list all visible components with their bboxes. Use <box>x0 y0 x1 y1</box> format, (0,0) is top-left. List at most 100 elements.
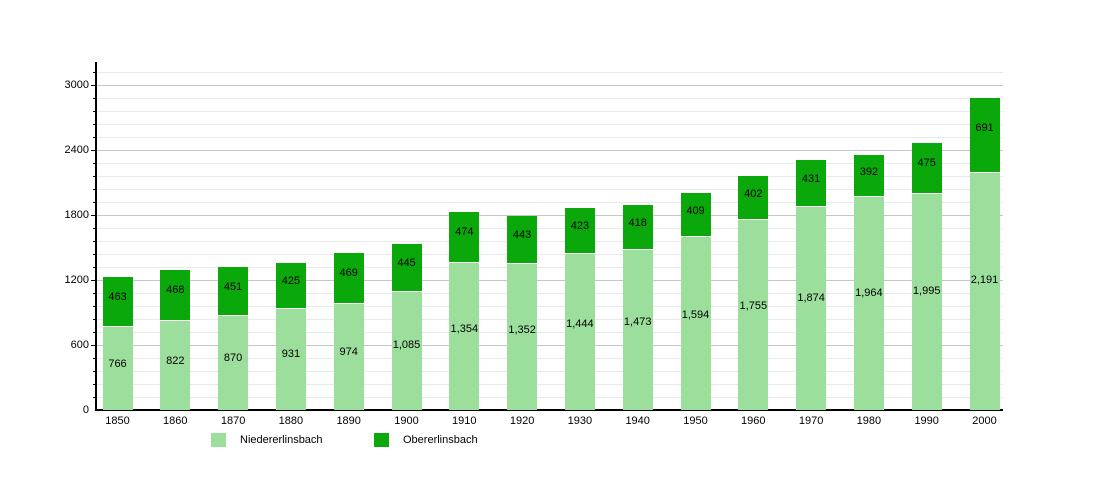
minor-gridline <box>97 241 1003 242</box>
bar-value-label: 691 <box>975 122 994 134</box>
bar-value-label: 1,594 <box>681 309 710 321</box>
bar-value-label: 468 <box>166 284 185 296</box>
bar-segment-obererlinsbach-1910: 474 <box>449 212 480 263</box>
x-axis-tick-label: 1910 <box>452 415 477 427</box>
x-axis-tick-label: 1960 <box>741 415 766 427</box>
minor-gridline <box>97 137 1003 138</box>
bar-segment-niedererlinsbach-1890: 974 <box>333 304 364 410</box>
minor-gridline <box>97 358 1003 359</box>
minor-gridline <box>97 163 1003 164</box>
bar-value-label: 409 <box>686 205 705 217</box>
minor-gridline <box>97 319 1003 320</box>
bar-value-label: 443 <box>512 229 532 241</box>
minor-gridline <box>97 98 1003 99</box>
bar-value-label: 451 <box>223 281 243 293</box>
minor-gridline <box>97 228 1003 229</box>
major-gridline <box>97 150 1003 151</box>
bar-segment-niedererlinsbach-1950: 1,594 <box>680 237 711 410</box>
legend-label-obererlinsbach: Obererlinsbach <box>403 434 478 446</box>
bar-segment-obererlinsbach-1870: 451 <box>218 267 249 316</box>
bar-value-label: 974 <box>339 346 358 358</box>
bar-value-label: 822 <box>166 355 185 367</box>
minor-gridline <box>97 267 1003 268</box>
x-axis-tick-label: 1860 <box>163 415 188 427</box>
minor-gridline <box>97 293 1003 294</box>
x-axis-tick-label: 1920 <box>509 415 535 427</box>
bar-segment-obererlinsbach-1850: 463 <box>102 277 133 327</box>
x-axis-tick-label: 1850 <box>105 415 130 427</box>
bar-segment-niedererlinsbach-1870: 870 <box>218 316 249 410</box>
bar-segment-obererlinsbach-1990: 475 <box>911 143 942 194</box>
minor-gridline <box>97 176 1003 177</box>
bar-value-label: 766 <box>108 358 127 370</box>
minor-gridline <box>97 72 1003 73</box>
bar-value-label: 474 <box>455 226 474 238</box>
y-axis-tick-label: 0 <box>82 404 89 416</box>
bar-value-label: 392 <box>859 166 879 178</box>
x-axis-tick-label: 1940 <box>625 415 650 427</box>
bar-value-label: 1,755 <box>739 300 768 312</box>
bar-value-label: 425 <box>281 275 301 287</box>
x-axis-tick-label: 1930 <box>567 415 593 427</box>
legend-label-niedererlinsbach: Niedererlinsbach <box>240 434 323 446</box>
x-axis-tick-label: 1980 <box>856 415 882 427</box>
bar-segment-niedererlinsbach-1990: 1,995 <box>911 194 942 410</box>
bar-value-label: 1,874 <box>797 292 825 304</box>
x-axis-tick-label: 1990 <box>914 415 939 427</box>
bar-segment-obererlinsbach-1880: 425 <box>275 263 306 309</box>
bar-segment-obererlinsbach-1980: 392 <box>853 155 884 197</box>
legend-swatch-obererlinsbach <box>374 433 389 447</box>
minor-gridline <box>97 371 1003 372</box>
minor-gridline <box>97 111 1003 112</box>
x-axis-line <box>95 409 1003 411</box>
bar-segment-niedererlinsbach-1900: 1,085 <box>391 292 422 410</box>
y-axis-major-tick <box>91 85 97 86</box>
y-axis-line <box>95 62 97 411</box>
bar-segment-niedererlinsbach-1930: 1,444 <box>564 254 595 410</box>
bar-value-label: 1,352 <box>508 324 536 336</box>
minor-gridline <box>97 202 1003 203</box>
bar-segment-obererlinsbach-1950: 409 <box>680 193 711 237</box>
minor-gridline <box>97 189 1003 190</box>
bar-value-label: 423 <box>570 220 590 232</box>
major-gridline <box>97 85 1003 86</box>
major-gridline <box>97 345 1003 346</box>
minor-gridline <box>97 384 1003 385</box>
minor-gridline <box>97 254 1003 255</box>
x-axis-tick-label: 1950 <box>683 415 708 427</box>
bar-value-label: 1,085 <box>392 339 421 351</box>
y-axis-tick-label: 3000 <box>64 79 89 91</box>
y-axis-major-tick <box>91 280 97 281</box>
bar-segment-obererlinsbach-1900: 445 <box>391 244 422 292</box>
y-axis-major-tick <box>91 345 97 346</box>
y-axis-tick-label: 600 <box>70 339 89 351</box>
y-axis-tick-label: 1800 <box>64 209 89 221</box>
bar-segment-obererlinsbach-1940: 418 <box>622 205 653 250</box>
bar-segment-niedererlinsbach-1850: 766 <box>102 327 133 410</box>
major-gridline <box>97 280 1003 281</box>
bar-value-label: 1,354 <box>450 323 479 335</box>
minor-gridline <box>97 124 1003 125</box>
x-axis-tick-label: 1870 <box>220 415 246 427</box>
bar-value-label: 1,995 <box>912 285 941 297</box>
bar-value-label: 1,964 <box>855 287 883 299</box>
bar-segment-obererlinsbach-1860: 468 <box>160 270 191 321</box>
bar-segment-niedererlinsbach-2000: 2,191 <box>969 173 1000 410</box>
y-axis-major-tick <box>91 215 97 216</box>
bar-segment-niedererlinsbach-1970: 1,874 <box>796 207 827 410</box>
bar-segment-obererlinsbach-1970: 431 <box>796 160 827 207</box>
x-axis-tick-label: 1880 <box>278 415 304 427</box>
y-axis-major-tick <box>91 150 97 151</box>
bar-segment-niedererlinsbach-1910: 1,354 <box>449 263 480 410</box>
y-axis-tick-label: 1200 <box>64 274 89 286</box>
minor-gridline <box>97 306 1003 307</box>
bar-segment-obererlinsbach-2000: 691 <box>969 98 1000 173</box>
bar-value-label: 402 <box>744 188 763 200</box>
bar-value-label: 431 <box>801 173 821 185</box>
bar-segment-niedererlinsbach-1920: 1,352 <box>507 264 538 410</box>
bar-value-label: 2,191 <box>970 274 999 286</box>
legend-swatch-niedererlinsbach <box>211 433 226 447</box>
minor-gridline <box>97 397 1003 398</box>
bar-value-label: 1,473 <box>623 316 652 328</box>
y-axis-tick-label: 2400 <box>64 144 89 156</box>
